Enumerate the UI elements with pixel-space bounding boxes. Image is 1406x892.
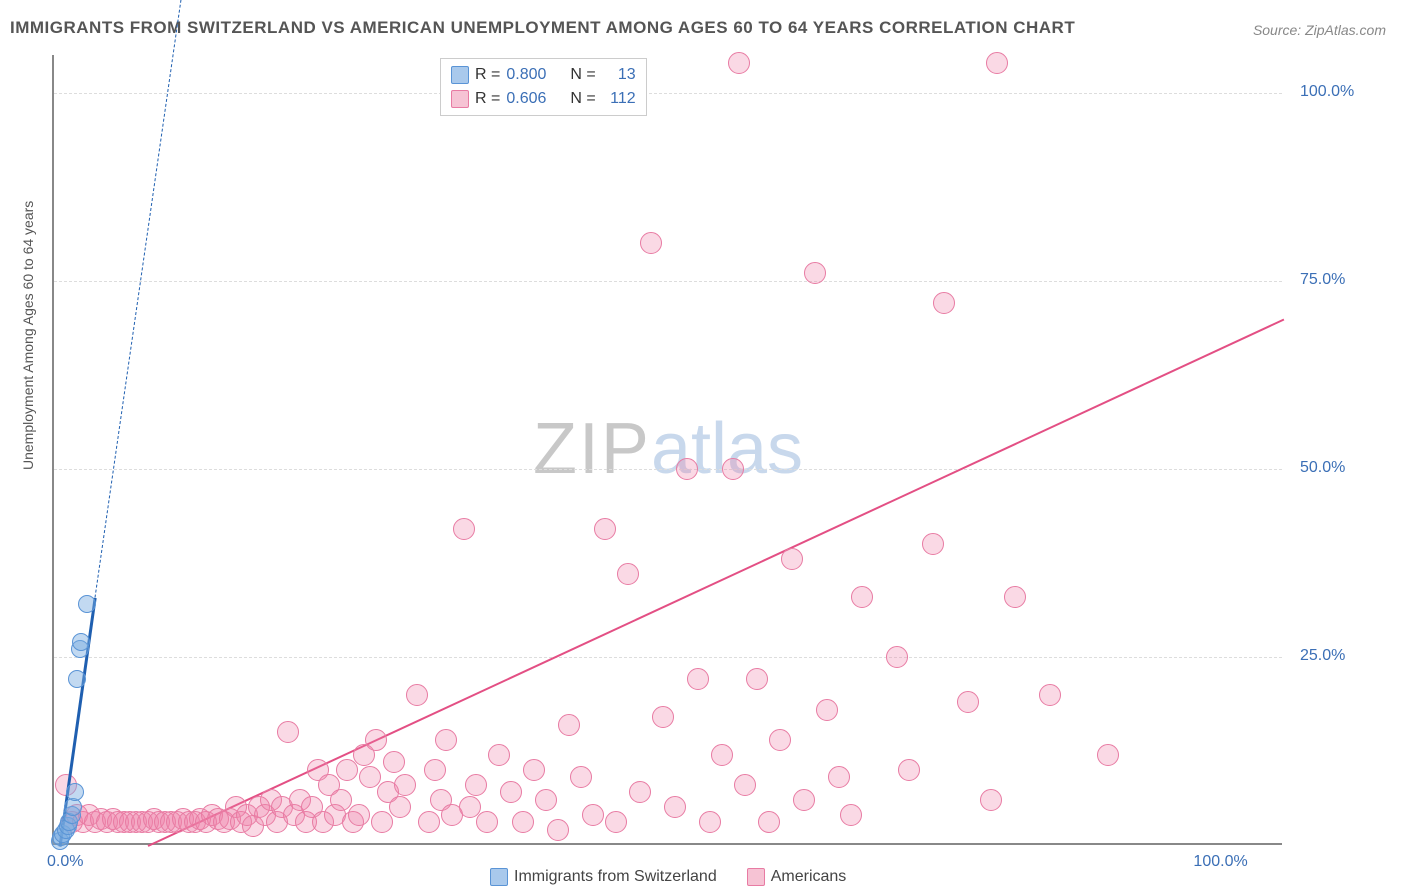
data-point bbox=[1039, 684, 1061, 706]
data-point bbox=[277, 721, 299, 743]
data-point bbox=[365, 729, 387, 751]
gridline bbox=[54, 93, 1282, 94]
data-point bbox=[957, 691, 979, 713]
data-point bbox=[594, 518, 616, 540]
legend-swatch bbox=[490, 868, 508, 886]
legend-n-value: 13 bbox=[602, 66, 636, 84]
data-point bbox=[886, 646, 908, 668]
data-point bbox=[476, 811, 498, 833]
legend-r-value: 0.606 bbox=[506, 90, 564, 108]
data-point bbox=[78, 595, 96, 613]
data-point bbox=[547, 819, 569, 841]
y-axis-label: Unemployment Among Ages 60 to 64 years bbox=[20, 201, 36, 470]
data-point bbox=[687, 668, 709, 690]
data-point bbox=[746, 668, 768, 690]
data-point bbox=[570, 766, 592, 788]
legend-swatch bbox=[451, 90, 469, 108]
legend-swatch bbox=[747, 868, 765, 886]
data-point bbox=[804, 262, 826, 284]
data-point bbox=[652, 706, 674, 728]
data-point bbox=[435, 729, 457, 751]
gridline bbox=[54, 469, 1282, 470]
data-point bbox=[828, 766, 850, 788]
watermark: ZIPatlas bbox=[533, 408, 803, 490]
legend-stats: R = 0.800 N = 13 R = 0.606 N = 112 bbox=[440, 58, 647, 116]
data-point bbox=[793, 789, 815, 811]
data-point bbox=[389, 796, 411, 818]
data-point bbox=[512, 811, 534, 833]
data-point bbox=[769, 729, 791, 751]
legend-r-value: 0.800 bbox=[506, 66, 564, 84]
watermark-zip: ZIP bbox=[533, 409, 651, 489]
data-point bbox=[664, 796, 686, 818]
data-point bbox=[1097, 744, 1119, 766]
gridline bbox=[54, 281, 1282, 282]
data-point bbox=[676, 458, 698, 480]
data-point bbox=[500, 781, 522, 803]
legend-n-label: N = bbox=[570, 90, 595, 108]
data-point bbox=[535, 789, 557, 811]
data-point bbox=[72, 633, 90, 651]
legend-series-label: Americans bbox=[771, 868, 847, 886]
source-label: Source: ZipAtlas.com bbox=[1253, 22, 1386, 38]
data-point bbox=[728, 52, 750, 74]
data-point bbox=[453, 518, 475, 540]
data-point bbox=[488, 744, 510, 766]
data-point bbox=[711, 744, 733, 766]
data-point bbox=[558, 714, 580, 736]
data-point bbox=[1004, 586, 1026, 608]
data-point bbox=[722, 458, 744, 480]
data-point bbox=[816, 699, 838, 721]
data-point bbox=[922, 533, 944, 555]
data-point bbox=[933, 292, 955, 314]
legend-n-value: 112 bbox=[602, 90, 636, 108]
data-point bbox=[898, 759, 920, 781]
data-point bbox=[851, 586, 873, 608]
data-point bbox=[617, 563, 639, 585]
x-tick-label: 0.0% bbox=[47, 853, 83, 871]
y-tick-label: 25.0% bbox=[1300, 647, 1345, 665]
trend-line bbox=[95, 0, 196, 597]
data-point bbox=[394, 774, 416, 796]
data-point bbox=[523, 759, 545, 781]
data-point bbox=[348, 804, 370, 826]
legend-swatch bbox=[451, 66, 469, 84]
data-point bbox=[371, 811, 393, 833]
legend-r-label: R = bbox=[475, 66, 500, 84]
data-point bbox=[986, 52, 1008, 74]
data-point bbox=[66, 783, 84, 801]
data-point bbox=[68, 670, 86, 688]
legend-r-label: R = bbox=[475, 90, 500, 108]
data-point bbox=[336, 759, 358, 781]
data-point bbox=[699, 811, 721, 833]
data-point bbox=[418, 811, 440, 833]
data-point bbox=[640, 232, 662, 254]
data-point bbox=[980, 789, 1002, 811]
legend-series-label: Immigrants from Switzerland bbox=[514, 868, 717, 886]
x-tick-label: 100.0% bbox=[1193, 853, 1247, 871]
data-point bbox=[465, 774, 487, 796]
legend-series: Immigrants from Switzerland Americans bbox=[490, 868, 846, 886]
y-tick-label: 100.0% bbox=[1300, 83, 1354, 101]
data-point bbox=[781, 548, 803, 570]
legend-n-label: N = bbox=[570, 66, 595, 84]
chart-title: IMMIGRANTS FROM SWITZERLAND VS AMERICAN … bbox=[10, 18, 1075, 38]
data-point bbox=[582, 804, 604, 826]
data-point bbox=[629, 781, 651, 803]
plot-area: ZIPatlas bbox=[52, 55, 1282, 845]
y-tick-label: 75.0% bbox=[1300, 271, 1345, 289]
legend-stats-row: R = 0.800 N = 13 bbox=[451, 63, 636, 87]
data-point bbox=[734, 774, 756, 796]
data-point bbox=[383, 751, 405, 773]
y-tick-label: 50.0% bbox=[1300, 459, 1345, 477]
data-point bbox=[605, 811, 627, 833]
data-point bbox=[406, 684, 428, 706]
data-point bbox=[840, 804, 862, 826]
data-point bbox=[424, 759, 446, 781]
legend-stats-row: R = 0.606 N = 112 bbox=[451, 87, 636, 111]
gridline bbox=[54, 657, 1282, 658]
legend-series-item: Immigrants from Switzerland bbox=[490, 868, 717, 886]
legend-series-item: Americans bbox=[747, 868, 847, 886]
data-point bbox=[758, 811, 780, 833]
